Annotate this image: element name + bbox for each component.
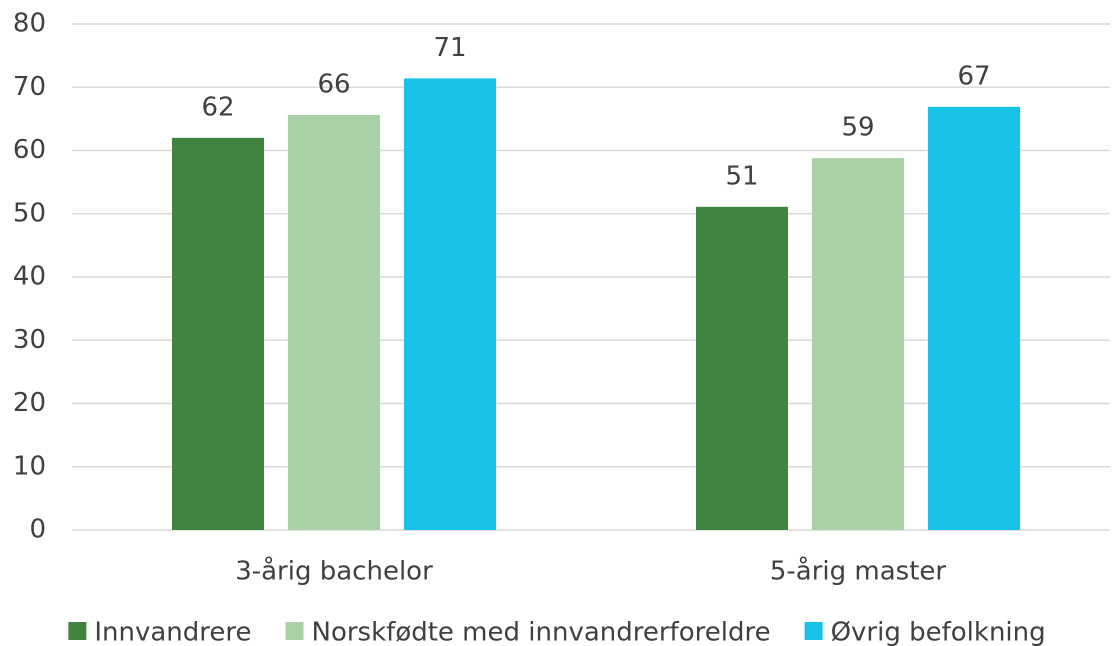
bar: [812, 158, 904, 530]
bar: [172, 137, 264, 530]
y-tick-label: 30: [13, 325, 46, 355]
y-tick-label: 0: [29, 515, 46, 545]
legend-swatch: [68, 622, 87, 640]
y-tick-label: 20: [13, 388, 46, 418]
legend-swatch: [285, 622, 304, 640]
y-tick-label: 80: [13, 9, 46, 39]
data-label: 51: [725, 161, 758, 191]
y-tick-label: 70: [13, 72, 46, 102]
bar: [288, 115, 380, 530]
legend-label: Øvrig befolkning: [831, 618, 1046, 646]
data-label: 67: [957, 61, 990, 91]
data-label: 62: [201, 92, 234, 122]
y-tick-label: 50: [13, 198, 46, 228]
bar: [928, 106, 1020, 531]
y-tick-label: 10: [13, 451, 46, 481]
y-tick-label: 40: [13, 262, 46, 292]
data-label: 71: [433, 33, 466, 63]
legend-label: Norskfødte med innvandrerforeldre: [312, 618, 771, 646]
y-tick-label: 60: [13, 135, 46, 165]
legend-label: Innvandrere: [94, 618, 251, 646]
legend-swatch: [804, 622, 823, 640]
data-label: 59: [841, 113, 874, 143]
x-tick-label: 3-årig bachelor: [235, 556, 433, 587]
bar: [404, 78, 496, 531]
x-tick-label: 5-årig master: [770, 556, 947, 587]
bar: [696, 206, 788, 531]
data-label: 66: [317, 70, 350, 100]
